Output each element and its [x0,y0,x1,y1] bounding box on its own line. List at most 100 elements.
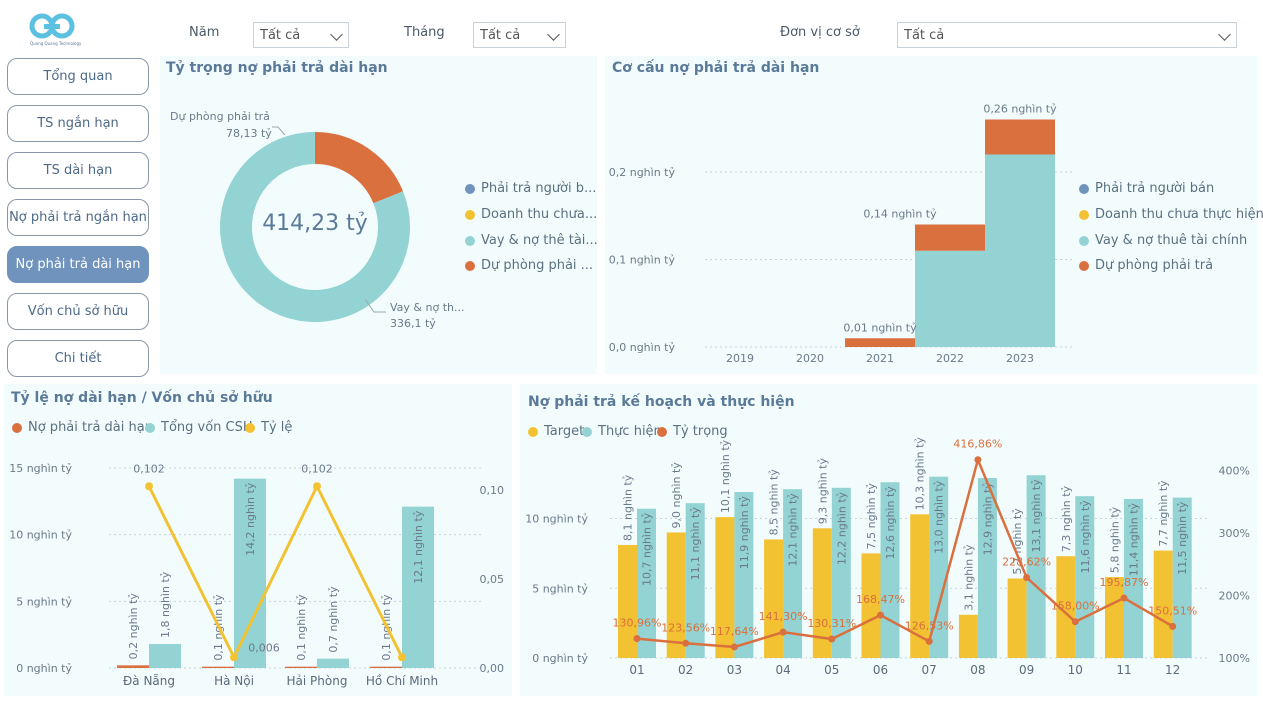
share-point [779,628,787,636]
legend-label: Doanh thu chưa... [481,207,598,222]
x-tick-label: 2023 [1006,352,1034,365]
y-tick-label: 0 nghìn tỷ [532,652,588,665]
share-point [925,637,933,645]
x-tick-label: 02 [678,663,693,677]
share-data-label: 130,96% [613,617,662,630]
legend-swatch-icon [528,426,538,437]
share-data-label: 126,53% [905,619,954,632]
share-point [730,643,738,651]
ratio-point [398,653,406,662]
x-tick-label: Hà Nội [214,674,254,688]
logo-caption: Quang Quang Technology [30,41,82,46]
share-data-label: 416,86% [953,438,1002,451]
nav-button-overview[interactable]: Tổng quan [7,58,149,95]
x-tick-label: 08 [970,663,985,677]
chevron-down-icon [1218,28,1231,41]
y2-tick-label: 0,10 [480,484,505,497]
legend-swatch-icon [465,183,475,194]
nav-button-long-term-liabilities[interactable]: Nợ phải trả dài hạn [7,246,149,283]
bar-debt [202,666,234,668]
ratio-title: Tỷ lệ nợ dài hạn / Vốn chủ sở hữu [11,390,273,406]
bar-data-label: 3,1 nghìn tỷ [962,544,975,611]
y2-tick-label: 200% [1219,589,1250,602]
bar-data-label: 9,0 nghìn tỷ [670,462,683,529]
bar-data-label: 0,7 nghìn tỷ [327,586,340,653]
share-data-label: 168,47% [856,593,905,606]
bar-data-label: 11,9 nghìn tỷ [738,496,751,570]
donut-center-total: 414,23 tỷ [262,211,368,236]
bar-target [958,614,978,658]
bar-data-label: 11,5 nghìn tỷ [1176,501,1189,575]
legend-label: Target [544,424,585,439]
bar-target [764,539,784,658]
x-tick-label: 2022 [936,352,964,365]
legend-swatch-icon [1079,260,1089,271]
year-filter-dropdown[interactable]: Tất cả [253,22,349,48]
x-tick-label: 11 [1116,663,1131,677]
bar-actual [880,482,900,658]
x-tick-label: 09 [1019,663,1034,677]
legend-swatch-icon [1079,183,1089,194]
donut-legend-item: Phải trả người b... [465,181,596,196]
share-point [682,639,690,647]
nav-button-short-term-assets[interactable]: TS ngắn hạn [7,105,149,142]
nav-button-details[interactable]: Chi tiết [7,340,149,377]
share-point [828,635,836,643]
legend-label: Tỷ lệ [261,420,293,435]
bar-data-label: 11,1 nghìn tỷ [689,507,702,581]
unit-filter-value: Tất cả [904,28,945,43]
bar-target [861,553,881,658]
bar-data-label: 11,6 nghìn tỷ [1079,500,1092,574]
share-point [974,456,982,464]
bar-target [715,517,735,658]
legend-swatch-icon [145,422,155,433]
bar-target [1153,550,1173,658]
legend-label: Phải trả người b... [481,181,597,196]
y-tick-label: 5 nghìn tỷ [532,582,588,595]
legend-label: Vay & nợ thuê tài chính [1095,233,1248,248]
legend-swatch-icon [1079,209,1089,220]
share-data-label: 228,62% [1002,556,1051,569]
month-filter-dropdown[interactable]: Tất cả [473,22,566,48]
x-tick-label: 05 [824,663,839,677]
ratio-data-label: 0,006 [248,641,280,654]
x-tick-label: 12 [1165,663,1180,677]
bar-data-label: 13,0 nghìn tỷ [933,480,946,554]
bar-data-label: 1,8 nghìn tỷ [159,571,172,638]
y2-tick-label: 300% [1219,527,1250,540]
x-tick-label: 06 [873,663,888,677]
bar-data-label: 8,1 nghìn tỷ [622,474,635,541]
ratio-data-label: 0,102 [133,462,165,475]
y-tick-label: 10 nghìn tỷ [9,529,72,542]
plan-title: Nợ phải trả kế hoạch và thực hiện [528,394,795,410]
bar-equity [402,506,434,668]
x-tick-label: 01 [629,663,644,677]
bar-target [1056,556,1076,658]
legend-label: Thực hiện [598,424,662,439]
ratio-line [147,482,404,661]
bar-actual [783,489,803,658]
share-point [633,635,641,643]
structure-legend-item: Dự phòng phải trả [1079,258,1213,273]
y-tick-label: 0,1 nghìn tỷ [609,254,676,267]
unit-filter-dropdown[interactable]: Tất cả [897,22,1237,48]
donut-panel: Tỷ trọng nợ phải trả dài hạn 414,23 tỷ D… [160,56,598,374]
bar-target [618,545,637,658]
donut-slice [314,132,404,204]
bar-data-label: 10,7 nghìn tỷ [641,512,654,586]
nav-button-long-term-assets[interactable]: TS dài hạn [7,152,149,189]
legend-label: Vay & nợ thê tài... [481,233,598,248]
legend-label: Phải trả người bán [1095,181,1215,196]
chevron-down-icon [330,28,343,41]
nav-button-equity[interactable]: Vốn chủ sở hữu [7,293,149,330]
bar-target [1007,578,1027,658]
y-tick-label: 0,0 nghìn tỷ [609,341,676,354]
donut-label-top-value: 78,13 tỷ [226,127,272,140]
bar-equity [149,644,181,668]
bar-data-label: 0,1 nghìn tỷ [295,594,308,661]
nav-button-short-term-liabilities[interactable]: Nợ phải trả ngắn hạn [7,199,149,236]
unit-filter-label: Đơn vị cơ sở [780,25,860,40]
structure-legend-item: Vay & nợ thuê tài chính [1079,233,1247,248]
year-filter-label: Năm [189,25,220,40]
area-segment-orange [985,119,1055,155]
